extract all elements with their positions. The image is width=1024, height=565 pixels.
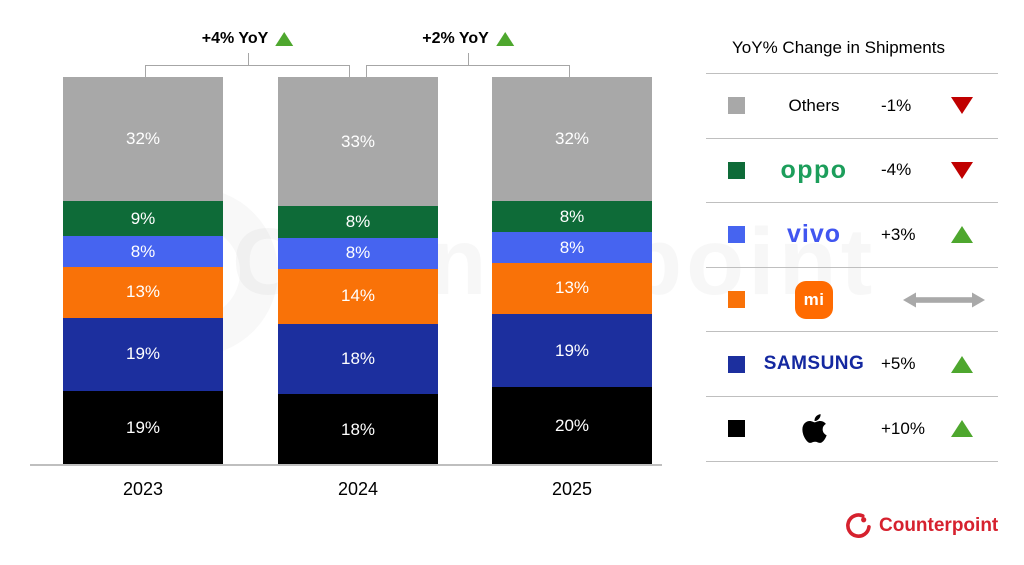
- counterpoint-wordmark: Counterpoint: [879, 514, 999, 536]
- vivo-logo: vivo: [755, 220, 873, 249]
- x-axis-label-2023: 2023: [122, 479, 164, 499]
- segment-oppo-2024: 8%: [278, 206, 438, 238]
- legend-row-vivo: vivo +3%: [706, 203, 998, 268]
- legend-swatch-oppo: [728, 161, 745, 179]
- legend-change-vivo: +3%: [881, 224, 916, 244]
- segment-xiaomi-2023: 13%: [63, 267, 223, 318]
- segment-value-label: 18%: [340, 419, 376, 439]
- legend-change-samsung: +5%: [881, 354, 916, 374]
- yoy-annotation-text: +2% YoY: [422, 30, 489, 47]
- segment-value-label: 8%: [345, 212, 371, 231]
- segment-vivo-2025: 8%: [492, 232, 652, 264]
- flat-arrow-icon: [903, 292, 985, 308]
- counterpoint-c-icon: [846, 513, 871, 538]
- legend-row-samsung: SAMSUNG +5%: [706, 332, 998, 397]
- legend-swatch-samsung: [728, 355, 745, 373]
- legend-change-apple: +10%: [881, 418, 925, 438]
- legend-swatch-apple: [728, 420, 745, 438]
- segment-apple-2024: 18%: [278, 394, 438, 465]
- legend-panel: YoY% Change in Shipments Others -1% oppo -4…: [706, 36, 998, 462]
- trend-up-icon: [951, 355, 973, 373]
- yoy-annotation-text: +4% YoY: [201, 30, 269, 47]
- legend-swatch-vivo: [728, 226, 745, 244]
- oppo-wordmark: oppo: [780, 155, 848, 184]
- segment-value-label: 19%: [125, 344, 161, 364]
- yoy-bracket-stem: [468, 53, 469, 66]
- oppo-logo: oppo: [755, 156, 873, 185]
- segment-value-label: 14%: [340, 286, 376, 306]
- legend-row-xiaomi: mi: [706, 268, 998, 333]
- segment-samsung-2023: 19%: [63, 317, 223, 392]
- trend-up-icon: [275, 32, 294, 46]
- segment-vivo-2023: 8%: [63, 236, 223, 268]
- trend-up-icon: [495, 32, 514, 46]
- trend-down-icon: [951, 97, 973, 115]
- legend-title: YoY% Change in Shipments: [706, 36, 998, 74]
- legend-swatch-others: [728, 97, 745, 115]
- segment-oppo-2023: 9%: [63, 201, 223, 237]
- segment-value-label: 32%: [125, 129, 161, 149]
- yoy-bracket-0: [145, 65, 350, 77]
- segment-value-label: 8%: [130, 241, 156, 261]
- mi-glyph: mi: [803, 289, 825, 309]
- xiaomi-mi-logo-icon: mi: [795, 280, 833, 319]
- trend-up-icon: [951, 420, 973, 438]
- legend-label-others: Others: [788, 95, 840, 115]
- legend-swatch-xiaomi: [728, 291, 745, 309]
- segment-others-2023: 32%: [63, 77, 223, 202]
- bar-2025: 32% 8% 8% 13% 19% 20%: [492, 77, 652, 465]
- apple-logo: [755, 412, 873, 445]
- segment-value-label: 32%: [554, 129, 590, 149]
- segment-value-label: 8%: [345, 243, 371, 263]
- x-axis-label-2025: 2025: [551, 479, 593, 499]
- legend-change-others: -1%: [881, 95, 912, 115]
- yoy-bracket-1: [366, 65, 570, 77]
- others-logo: Others: [755, 96, 873, 116]
- bar-2023: 32% 9% 8% 13% 19% 19%: [63, 77, 223, 465]
- segment-samsung-2024: 18%: [278, 323, 438, 395]
- legend-change-oppo: -4%: [881, 160, 912, 180]
- counterpoint-logo: Counterpoint: [845, 511, 998, 540]
- yoy-bracket-stem: [247, 53, 249, 66]
- trend-down-icon: [951, 161, 973, 179]
- segment-apple-2025: 20%: [492, 387, 652, 465]
- legend-row-oppo: oppo -4%: [706, 139, 998, 204]
- vivo-wordmark: vivo: [786, 220, 842, 249]
- segment-value-label: 8%: [559, 237, 585, 257]
- segment-others-2025: 32%: [492, 77, 652, 202]
- segment-value-label: 33%: [340, 131, 376, 151]
- samsung-wordmark: SAMSUNG: [763, 353, 865, 375]
- bar-2024: 33% 8% 8% 14% 18% 18%: [278, 77, 438, 465]
- segment-samsung-2025: 19%: [492, 313, 652, 388]
- trend-up-icon: [951, 226, 973, 244]
- segment-value-label: 19%: [125, 418, 161, 438]
- segment-oppo-2025: 8%: [492, 201, 652, 233]
- xiaomi-logo: mi: [755, 280, 873, 319]
- segment-value-label: 20%: [554, 416, 590, 436]
- segment-value-label: 9%: [130, 208, 156, 228]
- yoy-annotation-label: +4% YoY: [202, 30, 294, 48]
- segment-xiaomi-2025: 13%: [492, 263, 652, 314]
- legend-row-apple: +10%: [706, 397, 998, 462]
- segment-vivo-2024: 8%: [278, 237, 438, 270]
- segment-value-label: 8%: [559, 206, 585, 226]
- samsung-logo: SAMSUNG: [755, 353, 873, 375]
- segment-others-2024: 33%: [278, 77, 438, 207]
- legend-row-others: Others -1%: [706, 74, 998, 139]
- x-axis-line: [30, 464, 662, 466]
- segment-value-label: 13%: [554, 278, 590, 298]
- yoy-annotation-label: +2% YoY: [422, 30, 514, 48]
- segment-value-label: 13%: [125, 282, 161, 302]
- apple-logo-icon: [801, 414, 827, 444]
- segment-xiaomi-2024: 14%: [278, 269, 438, 324]
- x-axis-label-2024: 2024: [337, 479, 379, 499]
- segment-apple-2023: 19%: [63, 391, 223, 465]
- segment-value-label: 19%: [554, 340, 590, 360]
- segment-value-label: 18%: [340, 349, 376, 369]
